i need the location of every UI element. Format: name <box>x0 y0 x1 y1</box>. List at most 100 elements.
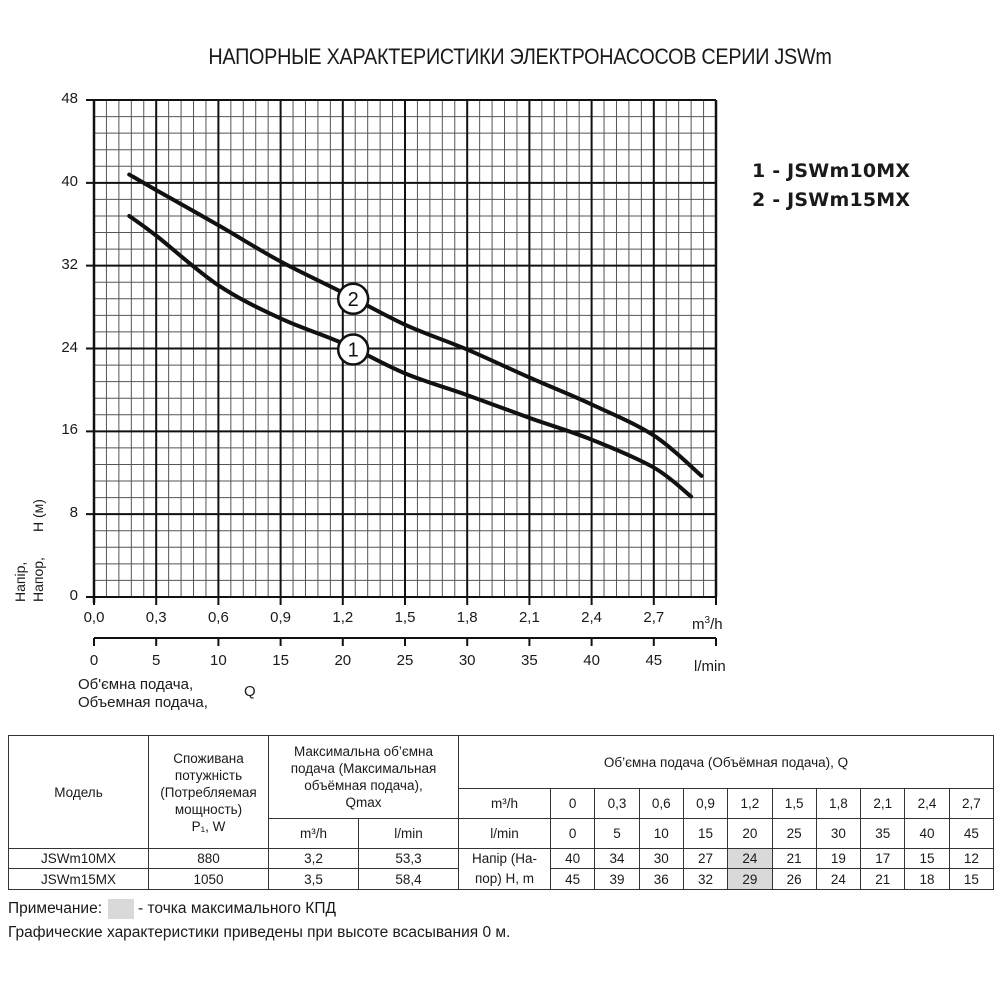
y-tick-label: 8 <box>69 504 78 522</box>
cell-q-m3h: 2,7 <box>948 788 995 819</box>
pump-data-table: Модель Споживана потужність (Потребляемая м… <box>8 735 995 890</box>
cell-model: JSWm10MX <box>8 848 149 869</box>
cell-head: 15 <box>904 848 950 869</box>
curve-2 <box>127 172 704 478</box>
header-qmax-lmin: l/min <box>357 818 460 849</box>
header-power: Споживана потужність (Потребляемая мощность… <box>148 735 269 849</box>
x-tick-label-lmin: 25 <box>396 652 414 669</box>
x-tick-label-lmin: 20 <box>334 652 352 669</box>
cell-head: 18 <box>904 868 950 890</box>
cell-head: 12 <box>948 848 995 869</box>
y-tick-label: 0 <box>69 587 78 604</box>
curve-markers: 12 <box>336 282 370 366</box>
x-tick-label-m3h: 0,0 <box>83 609 105 626</box>
y-tick-label: 40 <box>61 172 78 190</box>
cell-qmax-m3h: 3,2 <box>268 848 359 869</box>
cell-head-label-1: Напір (На- <box>458 848 552 869</box>
cell-q-m3h: 0,9 <box>682 788 729 819</box>
x-unit-lmin: l/min <box>694 658 726 675</box>
y-axis-label-unit: H (м) <box>30 499 46 532</box>
y-tick-label: 48 <box>61 90 78 107</box>
cell-head-label-2: пор) H, m <box>458 868 552 890</box>
x-tick-label-m3h: 0,3 <box>145 609 167 626</box>
cell-q-lmin: 45 <box>948 818 995 849</box>
x-tick-label-lmin: 35 <box>521 652 538 669</box>
cell-q-m3h: 0,6 <box>638 788 684 819</box>
cell-head: 19 <box>815 848 862 869</box>
cell-q-m3h: 1,2 <box>727 788 773 819</box>
x-tick-label-m3h: 0,6 <box>207 609 229 626</box>
x-tick-label-lmin: 5 <box>152 652 161 669</box>
cell-head: 45 <box>550 868 596 890</box>
svg-text:1: 1 <box>348 340 359 362</box>
cell-head-max-efficiency: 29 <box>727 868 773 890</box>
cell-power: 880 <box>148 848 269 869</box>
x-tick-label-lmin: 15 <box>272 652 289 669</box>
x-axis-label-ua: Об'ємна подача, <box>78 676 194 693</box>
y-axis-label-ua: Напір, <box>12 561 28 602</box>
cell-q-lmin: 15 <box>682 818 729 849</box>
max-efficiency-swatch <box>108 899 135 919</box>
cell-head: 15 <box>948 868 995 890</box>
legend-item-2: 2 - JSWm15MX <box>752 189 911 211</box>
curve-marker-2 <box>336 282 370 316</box>
x-tick-label-lmin: 30 <box>458 652 476 669</box>
x-axis-label-ru: Объемная подача, <box>78 694 208 711</box>
chart-plot: 12 <box>86 99 718 646</box>
cell-head: 39 <box>594 868 640 890</box>
cell-q-m3h: 2,4 <box>904 788 950 819</box>
cell-head: 24 <box>815 868 862 890</box>
cell-q-m3h: 1,5 <box>771 788 817 819</box>
cell-head: 36 <box>638 868 684 890</box>
header-qmax-m3h: m³/h <box>268 818 359 849</box>
cell-head: 30 <box>638 848 684 869</box>
cell-q-lmin: 35 <box>860 818 906 849</box>
curve-1 <box>127 213 694 499</box>
cell-q-lmin: 40 <box>904 818 950 849</box>
curves <box>127 172 704 499</box>
cell-head: 40 <box>550 848 596 869</box>
cell-q-lmin: 20 <box>727 818 773 849</box>
x-tick-label-lmin: 45 <box>645 652 663 669</box>
y-tick-label: 32 <box>61 255 78 273</box>
cell-q-m3h: 2,1 <box>860 788 906 819</box>
y-axis-label-ru: Напор, <box>30 557 46 602</box>
cell-head: 32 <box>682 868 729 890</box>
major-grid <box>86 99 718 598</box>
row-q-m3h: m³/h 0 0,3 0,6 0,9 1,2 1,5 1,8 2,1 2,4 2,7 <box>9 788 995 819</box>
cell-head-max-efficiency: 24 <box>727 848 773 869</box>
x-unit-m3h: m3/h <box>692 615 723 633</box>
chart-title: НАПОРНЫЕ ХАРАКТЕРИСТИКИ ЭЛЕКТРОНАСОСОВ С… <box>208 44 832 69</box>
x-tick-label-m3h: 1,8 <box>456 609 478 626</box>
x-tick-label-m3h: 1,5 <box>394 609 416 626</box>
header-qmax: Максимальна об’ємна подача (Максимальная о… <box>267 735 460 819</box>
x-tick-label-m3h: 0,9 <box>270 609 292 626</box>
x-tick-label-m3h: 1,2 <box>332 609 354 626</box>
cell-head: 21 <box>771 848 817 869</box>
cell-q-lmin: 25 <box>771 818 817 849</box>
cell-head: 26 <box>771 868 817 890</box>
cell-q-lmin: 10 <box>638 818 684 849</box>
cell-power: 1050 <box>148 868 269 890</box>
x-axis-label-q: Q <box>244 683 256 700</box>
cell-head: 27 <box>682 848 729 869</box>
header-flow-q: Об’ємна подача (Объёмная подача), Q <box>458 735 994 789</box>
axes <box>92 100 717 646</box>
x-tick-label-m3h: 2,4 <box>581 609 603 626</box>
row-q-lmin: m³/h l/min l/min 0 5 10 15 20 25 30 35 40 45 <box>9 818 995 849</box>
x-tick-label-lmin: 10 <box>210 652 227 669</box>
svg-text:2: 2 <box>348 289 359 311</box>
x-tick-label-lmin: 0 <box>89 652 99 669</box>
x-tick-label-lmin: 40 <box>583 652 600 669</box>
cell-q-m3h: 0 <box>550 788 596 819</box>
cell-qmax-lmin: 53,3 <box>357 848 460 869</box>
legend-item-1: 1 - JSWm10MX <box>752 160 911 182</box>
cell-head: 34 <box>594 848 640 869</box>
table-row-jswm15mx: JSWm15MX 1050 3,5 58,4 пор) H, m 45 39 36 3… <box>8 868 995 890</box>
cell-head: 21 <box>860 868 906 890</box>
curve-marker-1 <box>336 333 370 366</box>
cell-q-lmin: 5 <box>594 818 640 849</box>
cell-q-m3h: 1,8 <box>815 788 862 819</box>
table-row-jswm10mx: JSWm10MX 880 3,2 53,3 Напір (На- 40 34 30 2… <box>8 848 995 869</box>
cell-q-m3h: 0,3 <box>594 788 640 819</box>
